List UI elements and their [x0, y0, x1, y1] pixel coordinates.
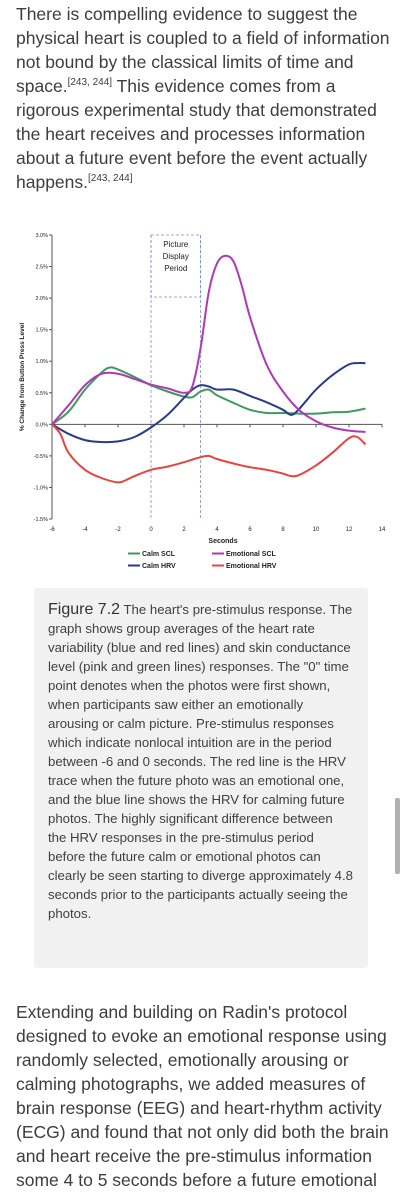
figure-caption: Figure 7.2 The heart's pre-stimulus resp… [34, 588, 368, 968]
y-axis-label: % Change from Button Press Level [19, 323, 26, 432]
display-period-box [150, 234, 201, 298]
y-tick-label: -0.5% [34, 454, 48, 460]
citation-ref[interactable]: [243, 244] [67, 77, 113, 89]
series-line-calm-hrv [51, 362, 366, 444]
figure-chart: 3.0% 2.5% 2.0% 1.5% 1.0% 0.5% 0.0% -0.5% -1.0% -1… [0, 222, 400, 582]
figure-caption-text: The heart's pre-stimulus response. The g… [48, 602, 353, 921]
x-tick-label: 6 [248, 527, 252, 533]
legend-label: Emotional HRV [226, 563, 277, 570]
chart-svg: 3.0% 2.5% 2.0% 1.5% 1.0% 0.5% 0.0% -0.5% -1.0% -1… [19, 233, 386, 570]
legend-label: Emotional SCL [226, 551, 277, 558]
x-tick-label: 12 [346, 527, 353, 533]
x-tick-label: 10 [313, 527, 320, 533]
x-tick-label: -4 [82, 527, 88, 533]
x-tick-label: -6 [49, 527, 55, 533]
intro-text-1: There is compelling evidence to suggest … [16, 4, 390, 96]
y-tick-label: 2.0% [35, 296, 48, 302]
y-tick-label: -1.0% [34, 485, 48, 491]
series-line-emotional-scl [51, 254, 366, 433]
y-tick-label: 2.5% [35, 265, 48, 271]
display-period-label: Period [164, 264, 187, 273]
citation-ref[interactable]: [243, 244] [88, 173, 133, 185]
y-tick-label: 0.0% [35, 422, 48, 428]
body-paragraph: Extending and building on Radin's protoc… [16, 1002, 389, 1190]
x-tick-label: 0 [149, 527, 153, 533]
intro-paragraph: There is compelling evidence to suggest … [16, 2, 396, 194]
x-tick-label: 2 [182, 527, 186, 533]
figure-label: Figure 7.2 [48, 601, 121, 618]
x-tick-label: 8 [281, 527, 285, 533]
display-period-label: Picture [163, 240, 188, 249]
intro-text-2: This evidence comes from a rigorous expe… [16, 76, 377, 192]
scrollbar-thumb[interactable] [395, 798, 400, 874]
legend-label: Calm HRV [142, 563, 176, 570]
display-period-label: Display [163, 252, 189, 261]
x-tick-label: 14 [379, 527, 386, 533]
y-tick-label: 1.0% [35, 359, 48, 365]
y-tick-label: -1.5% [34, 517, 48, 523]
y-tick-label: 0.5% [35, 391, 48, 397]
x-tick-label: -2 [115, 527, 121, 533]
series-line-emotional-hrv [51, 423, 367, 484]
legend-label: Calm SCL [142, 551, 176, 558]
y-tick-label: 3.0% [35, 233, 48, 239]
x-tick-label: 4 [215, 527, 219, 533]
x-axis-label: Seconds [208, 538, 237, 545]
y-tick-label: 1.5% [35, 328, 48, 334]
